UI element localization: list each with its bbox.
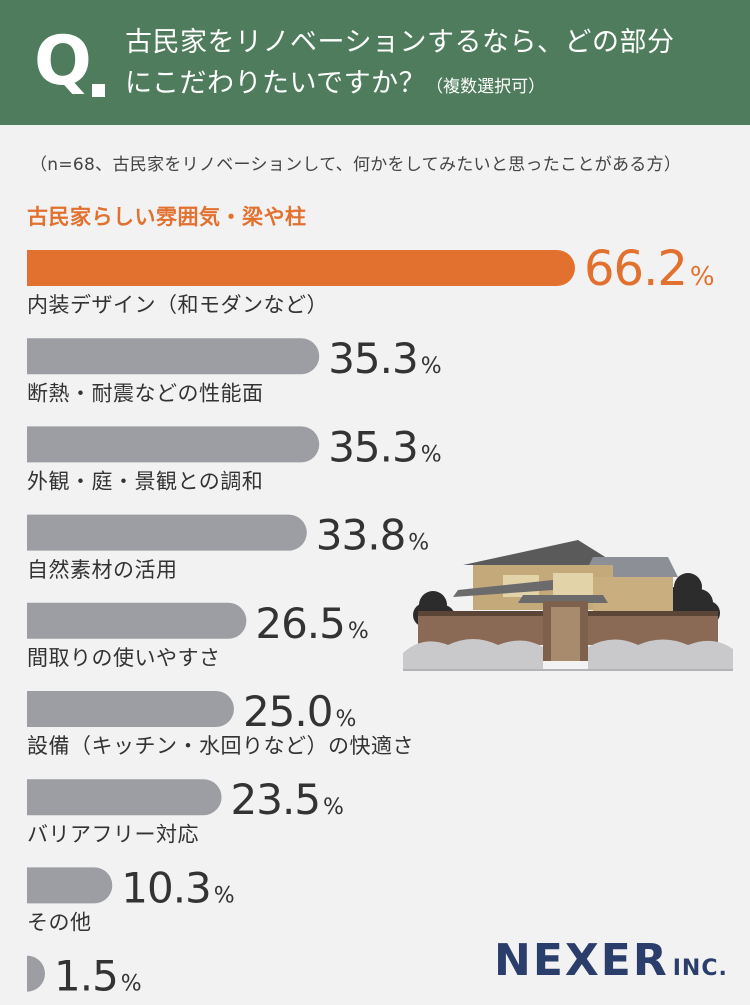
bar (27, 867, 113, 904)
house-body (453, 540, 678, 612)
percent-unit: % (214, 883, 234, 908)
value-number: 26.5 (255, 599, 345, 648)
value-label: 33.8% (316, 511, 429, 560)
value-label: 35.3% (328, 334, 441, 383)
category-label: 自然素材の活用 (27, 558, 178, 582)
value-number: 10.3 (121, 863, 211, 912)
value-number: 23.5 (231, 775, 321, 824)
bar (27, 250, 575, 286)
bar (27, 955, 45, 992)
percent-unit: % (408, 531, 428, 556)
question-line-1: 古民家をリノベーションするなら、どの部分 (125, 27, 675, 58)
japanese-house-illustration (403, 540, 733, 671)
brand-logo: NEXER INC. (494, 935, 728, 986)
value-label: 23.5% (231, 775, 344, 824)
category-label: 間取りの使いやすさ (27, 646, 221, 670)
q-dot (92, 84, 105, 97)
value-number: 33.8 (316, 511, 406, 560)
q-mark: Q (34, 22, 92, 101)
value-label: 26.5% (255, 599, 368, 648)
bar (27, 514, 307, 551)
value-label: 1.5% (54, 952, 141, 1001)
percent-unit: % (335, 707, 355, 732)
percent-unit: % (323, 795, 343, 820)
category-label: 古民家らしい雰囲気・梁や柱 (27, 205, 307, 229)
question-note: （複数選択可） (426, 77, 546, 97)
bar (27, 691, 234, 727)
value-label: 35.3% (328, 422, 441, 471)
bar (27, 338, 320, 375)
value-number: 1.5 (54, 952, 118, 1001)
bar (27, 602, 247, 639)
value-number: 35.3 (328, 422, 418, 471)
category-label: 断熱・耐震などの性能面 (27, 381, 264, 405)
question-line-2: にこだわりたいですか？（複数選択可） (125, 63, 735, 108)
bar (27, 426, 320, 463)
category-label: 外観・庭・景観との調和 (27, 470, 263, 494)
stone-wall (403, 639, 733, 671)
question-text: 古民家をリノベーションするなら、どの部分 にこだわりたいですか？（複数選択可） (125, 22, 735, 108)
category-label: バリアフリー対応 (27, 822, 199, 846)
value-label: 10.3% (121, 863, 234, 912)
value-number: 35.3 (328, 334, 418, 383)
value-number: 66.2 (584, 241, 687, 297)
category-label: その他 (27, 911, 92, 935)
value-number: 25.0 (243, 687, 333, 736)
category-label: 設備（キッチン・水回りなど）の快適さ (27, 734, 414, 758)
percent-unit: % (421, 442, 441, 467)
value-label: 66.2% (584, 241, 714, 297)
percent-unit: % (690, 262, 714, 292)
question-header: Q 古民家をリノベーションするなら、どの部分 にこだわりたいですか？（複数選択可… (0, 0, 750, 125)
percent-unit: % (421, 354, 441, 379)
percent-unit: % (121, 972, 141, 997)
percent-unit: % (348, 619, 368, 644)
category-label: 内装デザイン（和モダンなど） (27, 293, 328, 317)
respondent-note: （n=68、古民家をリノベーションして、何かをしてみたいと思ったことがある方） (30, 155, 682, 175)
brand-name: NEXER (494, 935, 669, 986)
brand-suffix: INC. (672, 956, 728, 981)
bar (27, 779, 222, 816)
question-line-2-text: にこだわりたいですか？ (125, 68, 427, 99)
value-label: 25.0% (243, 687, 356, 736)
